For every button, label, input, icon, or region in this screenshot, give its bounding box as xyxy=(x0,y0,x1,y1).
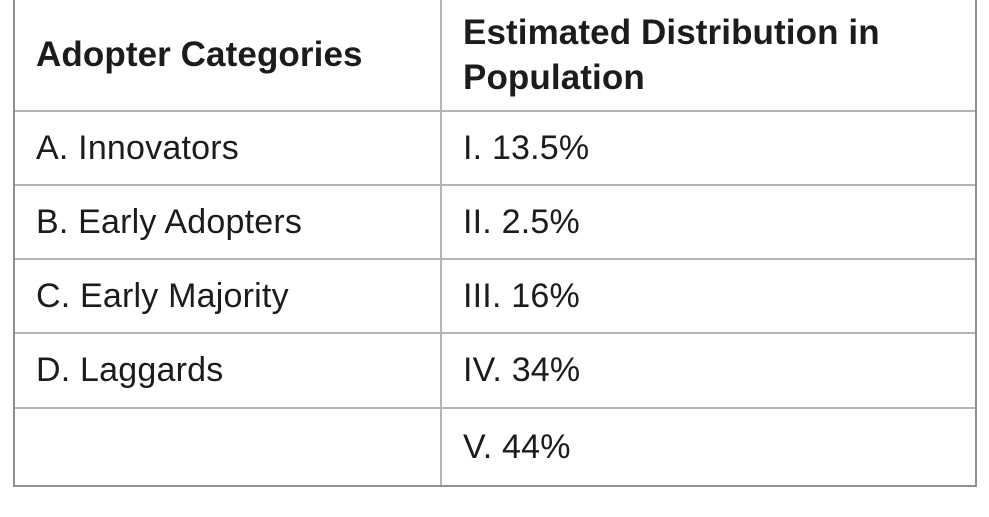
adopter-categories-table: Adopter Categories Estimated Distributio… xyxy=(13,0,977,487)
cell-distribution-iv: IV. 34% xyxy=(440,332,975,407)
cell-category-empty xyxy=(15,407,440,485)
cell-distribution-v: V. 44% xyxy=(440,407,975,485)
cell-category-early-majority: C. Early Majority xyxy=(15,258,440,332)
cell-category-laggards: D. Laggards xyxy=(15,332,440,407)
cell-distribution-ii: II. 2.5% xyxy=(440,184,975,258)
cell-category-early-adopters: B. Early Adopters xyxy=(15,184,440,258)
cell-distribution-iii: III. 16% xyxy=(440,258,975,332)
cell-category-innovators: A. Innovators xyxy=(15,110,440,184)
cell-distribution-i: I. 13.5% xyxy=(440,110,975,184)
column-header-adopter-categories: Adopter Categories xyxy=(15,0,440,110)
column-header-estimated-distribution: Estimated Distribution in Population xyxy=(440,0,975,110)
